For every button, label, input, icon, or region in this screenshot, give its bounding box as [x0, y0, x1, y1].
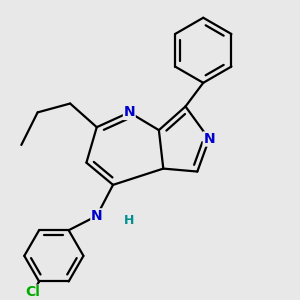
- Text: H: H: [124, 214, 134, 227]
- Text: N: N: [124, 105, 135, 119]
- Text: N: N: [203, 132, 215, 146]
- Text: N: N: [91, 209, 103, 223]
- Text: Cl: Cl: [26, 285, 40, 299]
